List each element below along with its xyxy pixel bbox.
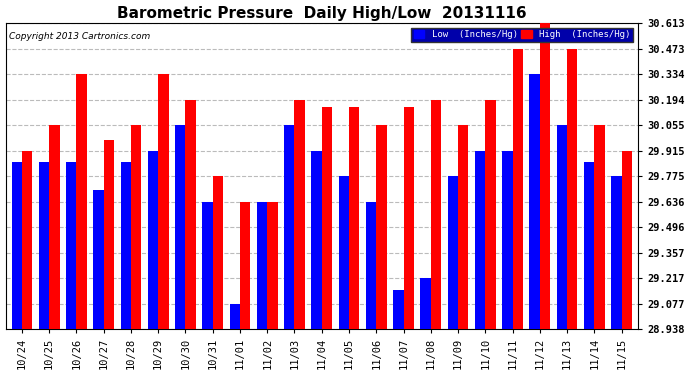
Bar xyxy=(475,151,485,329)
Bar xyxy=(540,23,550,329)
Bar xyxy=(240,202,250,329)
Bar xyxy=(186,100,196,329)
Bar xyxy=(622,151,632,329)
Bar xyxy=(529,74,540,329)
Bar xyxy=(349,107,359,329)
Bar xyxy=(458,125,469,329)
Bar xyxy=(39,162,49,329)
Bar xyxy=(584,162,594,329)
Bar xyxy=(376,125,386,329)
Title: Barometric Pressure  Daily High/Low  20131116: Barometric Pressure Daily High/Low 20131… xyxy=(117,6,526,21)
Bar xyxy=(230,304,240,329)
Bar xyxy=(158,74,168,329)
Bar xyxy=(366,202,376,329)
Bar xyxy=(66,162,77,329)
Bar xyxy=(257,202,267,329)
Bar xyxy=(485,100,495,329)
Bar xyxy=(393,290,404,329)
Bar xyxy=(567,49,578,329)
Bar xyxy=(420,278,431,329)
Bar xyxy=(295,100,305,329)
Bar xyxy=(104,140,114,329)
Bar xyxy=(12,162,22,329)
Bar xyxy=(77,74,87,329)
Bar xyxy=(557,125,567,329)
Bar xyxy=(502,151,513,329)
Bar xyxy=(594,125,604,329)
Bar xyxy=(513,49,523,329)
Bar xyxy=(311,151,322,329)
Bar xyxy=(284,125,295,329)
Bar xyxy=(202,202,213,329)
Text: Copyright 2013 Cartronics.com: Copyright 2013 Cartronics.com xyxy=(9,32,150,41)
Bar xyxy=(175,125,186,329)
Bar xyxy=(93,190,104,329)
Legend: Low  (Inches/Hg), High  (Inches/Hg): Low (Inches/Hg), High (Inches/Hg) xyxy=(411,28,633,42)
Bar xyxy=(148,151,158,329)
Bar xyxy=(267,202,277,329)
Bar xyxy=(448,176,458,329)
Bar xyxy=(431,100,441,329)
Bar xyxy=(213,176,223,329)
Bar xyxy=(322,107,332,329)
Bar xyxy=(131,125,141,329)
Bar xyxy=(611,176,622,329)
Bar xyxy=(49,125,59,329)
Bar xyxy=(404,107,414,329)
Bar xyxy=(22,151,32,329)
Bar xyxy=(121,162,131,329)
Bar xyxy=(339,176,349,329)
